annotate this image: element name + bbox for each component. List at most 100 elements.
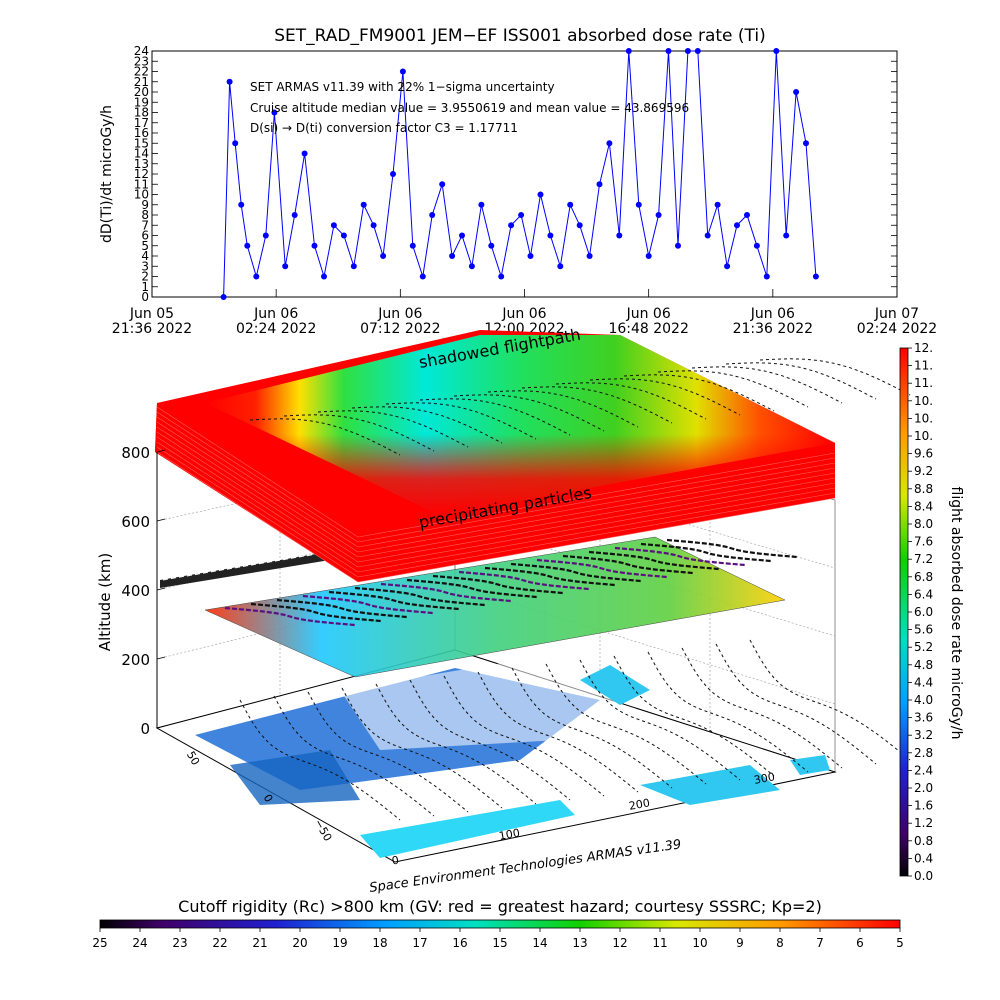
ground-track <box>443 675 605 797</box>
dose-rate-point <box>311 242 318 249</box>
dose-rate-point <box>744 212 750 218</box>
flightpath-track <box>283 414 435 452</box>
xtick-label: Jun 06 <box>501 306 546 322</box>
floor-ytick-label: −50 <box>312 817 335 844</box>
ytick-label: 5 <box>141 239 149 253</box>
slab-layer-line <box>357 457 836 543</box>
dose-colorbar-tick-label: 10. <box>914 394 933 408</box>
altitude-ticks: 0 200 400 600 800 <box>121 444 166 738</box>
rigidity-colorbar-tick-label: 20 <box>292 936 307 950</box>
orbit-track <box>406 578 538 599</box>
dose-rate-point <box>547 232 554 239</box>
dose-colorbar-tick-label: 6.0 <box>914 605 933 619</box>
dose-colorbar-tick-label: 2.4 <box>914 763 933 777</box>
dose-rate-point <box>753 242 760 249</box>
ground-track <box>715 643 877 765</box>
xtick-label: 02:24 2022 <box>236 321 316 337</box>
slab-layer-line <box>156 436 359 568</box>
strip-dash <box>234 566 241 569</box>
slab-layer-line <box>357 492 836 578</box>
ground-track <box>273 695 435 817</box>
dose-colorbar-tick-label: 4.0 <box>914 693 933 707</box>
dose-rate-point <box>596 181 603 188</box>
dose-colorbar-tick-label: 11. <box>914 359 933 373</box>
ground-track <box>307 691 469 813</box>
dose-colorbar-tick-label: 4.4 <box>914 675 933 689</box>
flightpath-track <box>521 386 673 424</box>
dose-colorbar-tick-label: 8.0 <box>914 517 933 531</box>
slab-layer-line <box>156 446 359 578</box>
flightpath-track <box>691 366 843 404</box>
dose-rate-point <box>232 140 239 147</box>
slab-layer-line <box>156 426 359 558</box>
ground-track <box>477 671 639 793</box>
ytick-label: 7 <box>141 218 149 232</box>
ytick-label: 15 <box>134 136 149 150</box>
dose-rate-point <box>803 140 809 147</box>
flightpath-track <box>249 418 401 456</box>
rigidity-colorbar-tick-label: 19 <box>332 936 347 950</box>
ztick-label: 600 <box>121 513 150 531</box>
slab-layer-line <box>156 441 359 573</box>
orbit-track <box>640 542 772 563</box>
dose-rate-point <box>783 232 790 239</box>
top-chart: SET_RAD_FM9001 JEM−EF ISS001 absorbed do… <box>99 26 937 337</box>
rigidity-colorbar-tick-label: 14 <box>532 936 547 950</box>
ytick-label: 12 <box>134 167 149 181</box>
slab-layer-line <box>156 406 359 538</box>
dose-colorbar: 0.0 0.4 0.8 1.2 1.6 2.0 2.4 2.8 3.2 3.6 4.0 4.4 4.8 5… <box>899 341 964 883</box>
slab-layer-line <box>156 416 359 548</box>
strip-dash <box>242 565 249 567</box>
ytick-label: 1 <box>141 280 149 294</box>
ztick-mark <box>156 518 166 522</box>
floor-ytick-label: 50 <box>184 749 202 768</box>
orbit-track <box>354 586 486 607</box>
ground-track <box>579 659 741 781</box>
ytick-label: 24 <box>134 44 149 58</box>
ytick-label: 2 <box>141 270 149 284</box>
rigidity-colorbar-tick-label: 11 <box>652 936 667 950</box>
ytick-label: 17 <box>134 116 149 130</box>
slab-layer-line <box>156 411 359 543</box>
dose-rate-point <box>399 68 406 75</box>
ytick-label: 16 <box>134 126 149 140</box>
dose-rate-point <box>763 273 770 280</box>
dose-rate-point <box>734 222 740 229</box>
annotation-line-1: SET ARMAS v11.39 with 22% 1−sigma uncert… <box>250 80 555 94</box>
annotation-line-2: Cruise altitude median value = 3.9550619… <box>250 101 689 115</box>
dose-rate-point <box>655 212 662 218</box>
rigidity-colorbar-tick-label: 16 <box>452 936 467 950</box>
strip-dash <box>186 574 193 577</box>
dose-rate-point <box>488 242 495 249</box>
ztick-label: 200 <box>121 651 150 669</box>
dose-rate-point <box>675 242 681 249</box>
dose-rate-point <box>793 89 800 95</box>
flightpath-track <box>657 370 809 408</box>
dose-colorbar-ticks: 0.0 0.4 0.8 1.2 1.6 2.0 2.4 2.8 3.2 3.6 4.0 4.4 4.8 5… <box>908 341 933 883</box>
dose-rate-point <box>684 48 691 54</box>
ytick-label: 14 <box>134 147 149 161</box>
rigidity-colorbar-tick-label: 12 <box>612 936 627 950</box>
dose-rate-point <box>665 48 672 54</box>
dose-colorbar-tick-label: 10. <box>914 411 933 425</box>
slab-layer-line <box>357 452 836 538</box>
top-chart-ylabel: dD(Ti)/dt microGy/h <box>99 105 115 243</box>
dose-colorbar-tick-label: 12. <box>914 341 933 355</box>
ytick-label: 4 <box>141 249 149 263</box>
slab-layer-line <box>357 497 836 583</box>
slab-layer-line <box>156 421 359 553</box>
dose-rate-point <box>380 253 387 259</box>
rigidity-colorbar-tick-label: 10 <box>692 936 707 950</box>
dose-rate-point <box>253 273 260 280</box>
orbit-track <box>432 574 564 595</box>
ztick-mark <box>156 449 166 453</box>
ytick-label: 8 <box>141 208 149 222</box>
ytick-label: 6 <box>141 229 149 243</box>
orbit-track <box>588 550 720 571</box>
flightpath-track <box>487 390 639 428</box>
dose-rate-point <box>330 222 337 229</box>
floor-xtick-label: 200 <box>628 796 651 812</box>
xtick-label: Jun 06 <box>626 306 671 322</box>
